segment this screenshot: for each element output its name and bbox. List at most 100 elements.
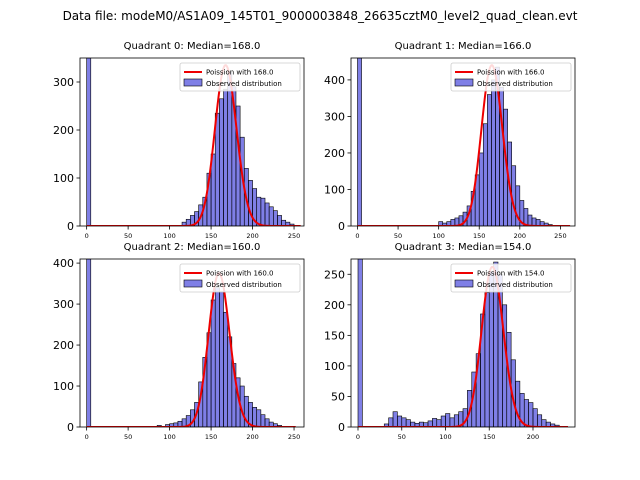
y-tick-label: 0	[338, 421, 345, 434]
panel-title: Quadrant 3: Median=154.0	[395, 242, 532, 253]
x-tick-label: 100	[163, 433, 175, 441]
histogram-bar	[219, 98, 224, 226]
y-tick-label: 400	[324, 74, 345, 87]
x-tick-label: 100	[439, 433, 451, 441]
legend-label-observed: Observed distribution	[477, 80, 553, 88]
histogram-bar	[388, 417, 394, 427]
histogram-bar	[527, 214, 533, 226]
x-tick-label: 200	[527, 433, 539, 441]
y-tick-label: 0	[338, 220, 345, 233]
x-tick-label: 50	[394, 232, 402, 240]
legend-label-observed: Observed distribution	[477, 281, 553, 289]
histogram-bar	[449, 417, 455, 427]
histogram-bar	[277, 215, 282, 226]
histogram-bar	[436, 419, 442, 427]
histogram-bar	[440, 415, 446, 427]
y-tick-label: 0	[67, 421, 74, 434]
histogram-bar	[357, 58, 362, 226]
histogram-bar	[264, 202, 270, 226]
histogram-bar	[264, 418, 270, 427]
legend-label-observed: Observed distribution	[206, 80, 282, 88]
x-tick-label: 250	[288, 232, 300, 240]
legend-label-poisson: Poission with 160.0	[206, 270, 274, 278]
histogram-bar	[273, 210, 278, 226]
plot-area	[86, 259, 296, 427]
histogram-bar	[256, 409, 262, 427]
x-tick-label: 200	[246, 433, 258, 441]
axes-frame	[350, 258, 576, 428]
histogram-bar	[268, 206, 274, 226]
poisson-curve	[86, 272, 296, 427]
histogram-bar	[482, 123, 488, 226]
y-tick-label: 200	[324, 299, 345, 312]
y-tick-label: 300	[53, 76, 74, 89]
legend-bar-swatch	[454, 279, 474, 288]
axes-frame	[79, 258, 305, 428]
legend-label-observed: Observed distribution	[206, 281, 282, 289]
histogram-bar	[484, 292, 490, 427]
histogram-bar	[248, 180, 253, 226]
axes-frame	[350, 57, 576, 227]
histogram-bar	[397, 415, 403, 427]
histogram-bar	[541, 419, 547, 427]
figure-title: Data file: modeM0/AS1A09_145T01_90000038…	[63, 9, 578, 23]
histogram-bar	[537, 414, 543, 427]
x-tick-label: 0	[85, 433, 89, 441]
y-tick-label: 300	[53, 298, 74, 311]
plot-area	[357, 259, 568, 427]
y-tick-label: 200	[53, 339, 74, 352]
x-tick-label: 100	[432, 232, 444, 240]
histogram-bar	[488, 270, 494, 427]
y-tick-label: 250	[324, 268, 345, 281]
y-tick-label: 50	[331, 390, 345, 403]
legend-bar-swatch	[183, 78, 203, 87]
x-tick-label: 0	[355, 232, 359, 240]
histogram-bar	[223, 88, 228, 226]
x-tick-label: 100	[163, 232, 175, 240]
histogram-bar	[432, 418, 438, 427]
histogram-bar	[392, 411, 398, 427]
plot-area	[86, 58, 301, 226]
histogram-bar	[528, 402, 534, 427]
y-tick-label: 100	[324, 183, 345, 196]
histogram-bar	[86, 58, 92, 226]
y-tick-label: 300	[324, 110, 345, 123]
legend-bar-swatch	[183, 279, 203, 288]
y-tick-label: 200	[324, 147, 345, 160]
plot-area	[357, 58, 571, 226]
y-tick-label: 200	[53, 124, 74, 137]
y-tick-label: 150	[324, 329, 345, 342]
quadrant-panel-3: 0 50 100 150 200 0 50 100 150 200 250 Quadrant 3: M…	[324, 242, 576, 441]
x-tick-label: 50	[398, 433, 406, 441]
histogram-bar	[532, 408, 538, 427]
panel-title: Quadrant 1: Median=166.0	[395, 41, 532, 52]
x-tick-label: 250	[554, 232, 566, 240]
x-tick-label: 200	[246, 232, 258, 240]
histogram-bar	[453, 414, 459, 427]
legend-box	[179, 263, 301, 293]
histogram-bar	[523, 399, 529, 427]
legend-label-poisson: Poission with 154.0	[477, 270, 545, 278]
histogram-bar	[401, 417, 407, 427]
histogram-bar	[260, 197, 266, 226]
y-tick-label: 100	[324, 360, 345, 373]
legend-box	[450, 62, 572, 92]
quadrant-panel-0: 0 50 100 150 200 250 0 100 200 300 Quadrant 0: Med…	[53, 41, 305, 240]
histogram-bar	[210, 299, 216, 427]
x-tick-label: 150	[205, 232, 217, 240]
histogram-bar	[487, 94, 492, 226]
histogram-bar	[214, 287, 220, 427]
y-tick-label: 100	[53, 380, 74, 393]
y-tick-label: 400	[53, 257, 74, 270]
histogram-bar	[445, 413, 451, 427]
histogram-bar	[515, 380, 521, 427]
legend-label-poisson: Poission with 166.0	[477, 69, 545, 77]
axes-frame	[79, 57, 305, 227]
legend-bar-swatch	[454, 78, 474, 87]
y-tick-label: 0	[67, 220, 74, 233]
panel-title: Quadrant 2: Median=160.0	[124, 242, 261, 253]
legend-box	[450, 263, 572, 293]
x-tick-label: 150	[205, 433, 217, 441]
histogram-bar	[223, 311, 228, 427]
